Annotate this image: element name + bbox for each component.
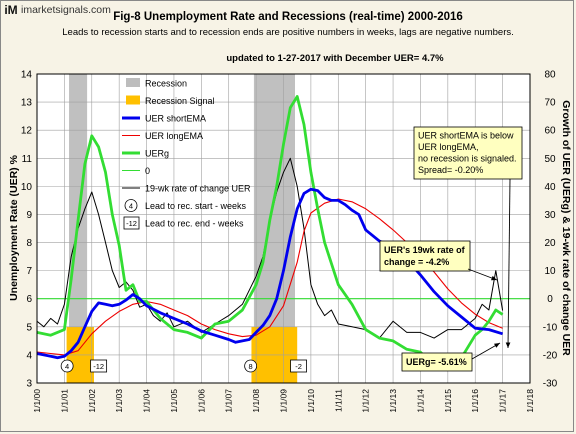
arrow-roc-head <box>491 275 497 281</box>
y-tick-left: 3 <box>26 379 32 390</box>
im-logo-icon: iM <box>4 3 18 17</box>
legend-label: Lead to rec. start - weeks <box>145 201 247 211</box>
lead-marker-circle <box>244 359 258 373</box>
legend-label: Recession Signal <box>145 96 215 106</box>
y-axis-left-label: Unemployment Rate (UER) % <box>8 154 20 301</box>
lead-marker-label: -12 <box>93 362 104 371</box>
x-tick-label: 1/1/08 <box>251 389 261 413</box>
legend-marker-text: 4 <box>129 202 133 211</box>
annotation-roc-line: UER's 19wk rate of <box>384 245 466 255</box>
y-tick-left: 10 <box>21 182 33 193</box>
legend-label: 19-wk rate of change UER <box>145 184 251 194</box>
y-tick-left: 6 <box>26 294 32 305</box>
legend-swatch <box>126 78 140 87</box>
y-tick-right: 10 <box>544 266 556 277</box>
annotation-status-box <box>413 126 523 180</box>
annotation-status-line: UER longEMA, <box>418 142 479 152</box>
legend-label: Recession <box>145 79 187 89</box>
chart-title: Fig-8 Unemployment Rate and Recessions (… <box>113 11 463 23</box>
lead-marker-box <box>290 359 307 373</box>
y-tick-right: 30 <box>544 210 556 221</box>
y-tick-left: 8 <box>26 238 32 249</box>
annotation-status-line: UER shortEMA is below <box>418 131 514 141</box>
lead-marker-label: 4 <box>65 362 69 371</box>
annotation-roc-box <box>379 240 471 272</box>
x-tick-label: 1/1/18 <box>525 389 535 413</box>
x-tick-label: 1/1/09 <box>279 389 289 413</box>
annotation-status-line: no recession is signaled. <box>418 154 517 164</box>
watermark: iM imarketsignals.com <box>4 3 111 17</box>
legend-label: Lead to rec. end - weeks <box>145 219 244 229</box>
x-tick-label: 1/1/11 <box>333 389 343 412</box>
annotation-uerg-line: UERg= -5.61% <box>406 357 467 367</box>
x-tick-label: 1/1/14 <box>415 389 425 413</box>
chart-subtitle: Leads to recession starts and to recessi… <box>62 27 514 38</box>
annotation-roc-line: change = -4.2% <box>384 257 449 267</box>
x-tick-label: 1/1/13 <box>388 389 398 413</box>
legend-label: UERg <box>145 149 169 159</box>
legend-label: UER longEMA <box>145 131 203 141</box>
watermark-text: imarketsignals.com <box>21 4 111 16</box>
y-tick-right: 40 <box>544 182 556 193</box>
lead-marker-box <box>90 359 108 373</box>
x-tick-label: 1/1/15 <box>443 389 453 413</box>
y-tick-right: -10 <box>543 322 558 333</box>
x-tick-label: 1/1/04 <box>142 389 152 413</box>
x-tick-label: 1/1/17 <box>498 389 508 413</box>
x-tick-label: 1/1/02 <box>87 389 97 413</box>
y-tick-left: 7 <box>26 266 32 277</box>
y-tick-left: 5 <box>26 322 32 333</box>
y-tick-right: 0 <box>547 294 553 305</box>
legend-label: UER shortEMA <box>145 114 206 124</box>
x-tick-label: 1/1/05 <box>169 389 179 413</box>
y-tick-right: -20 <box>543 350 558 361</box>
x-tick-label: 1/1/00 <box>32 389 42 413</box>
x-tick-label: 1/1/03 <box>114 389 124 413</box>
x-tick-label: 1/1/16 <box>470 389 480 413</box>
y-tick-right: 80 <box>544 70 556 81</box>
y-tick-right: 70 <box>544 98 556 109</box>
y-tick-right: 50 <box>544 154 556 165</box>
plot-border <box>36 73 531 384</box>
y-tick-left: 11 <box>22 154 33 165</box>
y-axis-right-label: Growth of UER (UERg) & 19-wk rate of cha… <box>560 100 572 356</box>
x-tick-label: 1/1/10 <box>306 389 316 413</box>
x-tick-label: 1/1/12 <box>361 389 371 413</box>
lead-marker-label: -2 <box>295 362 302 371</box>
arrow-status-head <box>505 342 511 348</box>
y-tick-right: -30 <box>543 379 558 390</box>
legend-label: 0 <box>145 166 150 176</box>
lead-marker-label: 8 <box>249 362 253 371</box>
legend-circle-marker <box>124 199 138 212</box>
x-tick-label: 1/1/07 <box>224 389 234 413</box>
legend-swatch <box>126 95 140 105</box>
y-tick-left: 13 <box>21 98 33 109</box>
x-tick-label: 1/1/06 <box>196 389 206 413</box>
y-tick-right: 20 <box>544 238 556 249</box>
update-note: updated to 1-27-2017 with December UER= … <box>226 53 444 64</box>
arrow-status <box>507 178 511 349</box>
y-tick-right: 60 <box>544 126 556 137</box>
x-tick-label: 1/1/01 <box>59 389 69 413</box>
legend-box-marker <box>123 216 140 230</box>
legend-marker-text: -12 <box>126 219 137 228</box>
y-tick-left: 4 <box>26 350 32 361</box>
annotation-uerg-box <box>401 352 473 372</box>
series-19-wk-rate-of-change-uer <box>36 157 504 339</box>
y-tick-left: 9 <box>26 210 32 221</box>
lead-marker-circle <box>60 359 74 373</box>
annotation-status-line: Spread= -0.20% <box>418 165 483 175</box>
y-tick-left: 14 <box>21 70 33 81</box>
arrow-uerg-head <box>494 343 500 348</box>
legend: Recession Recession Signal UER shortEMA UER… <box>122 78 251 230</box>
y-tick-left: 12 <box>21 126 33 137</box>
